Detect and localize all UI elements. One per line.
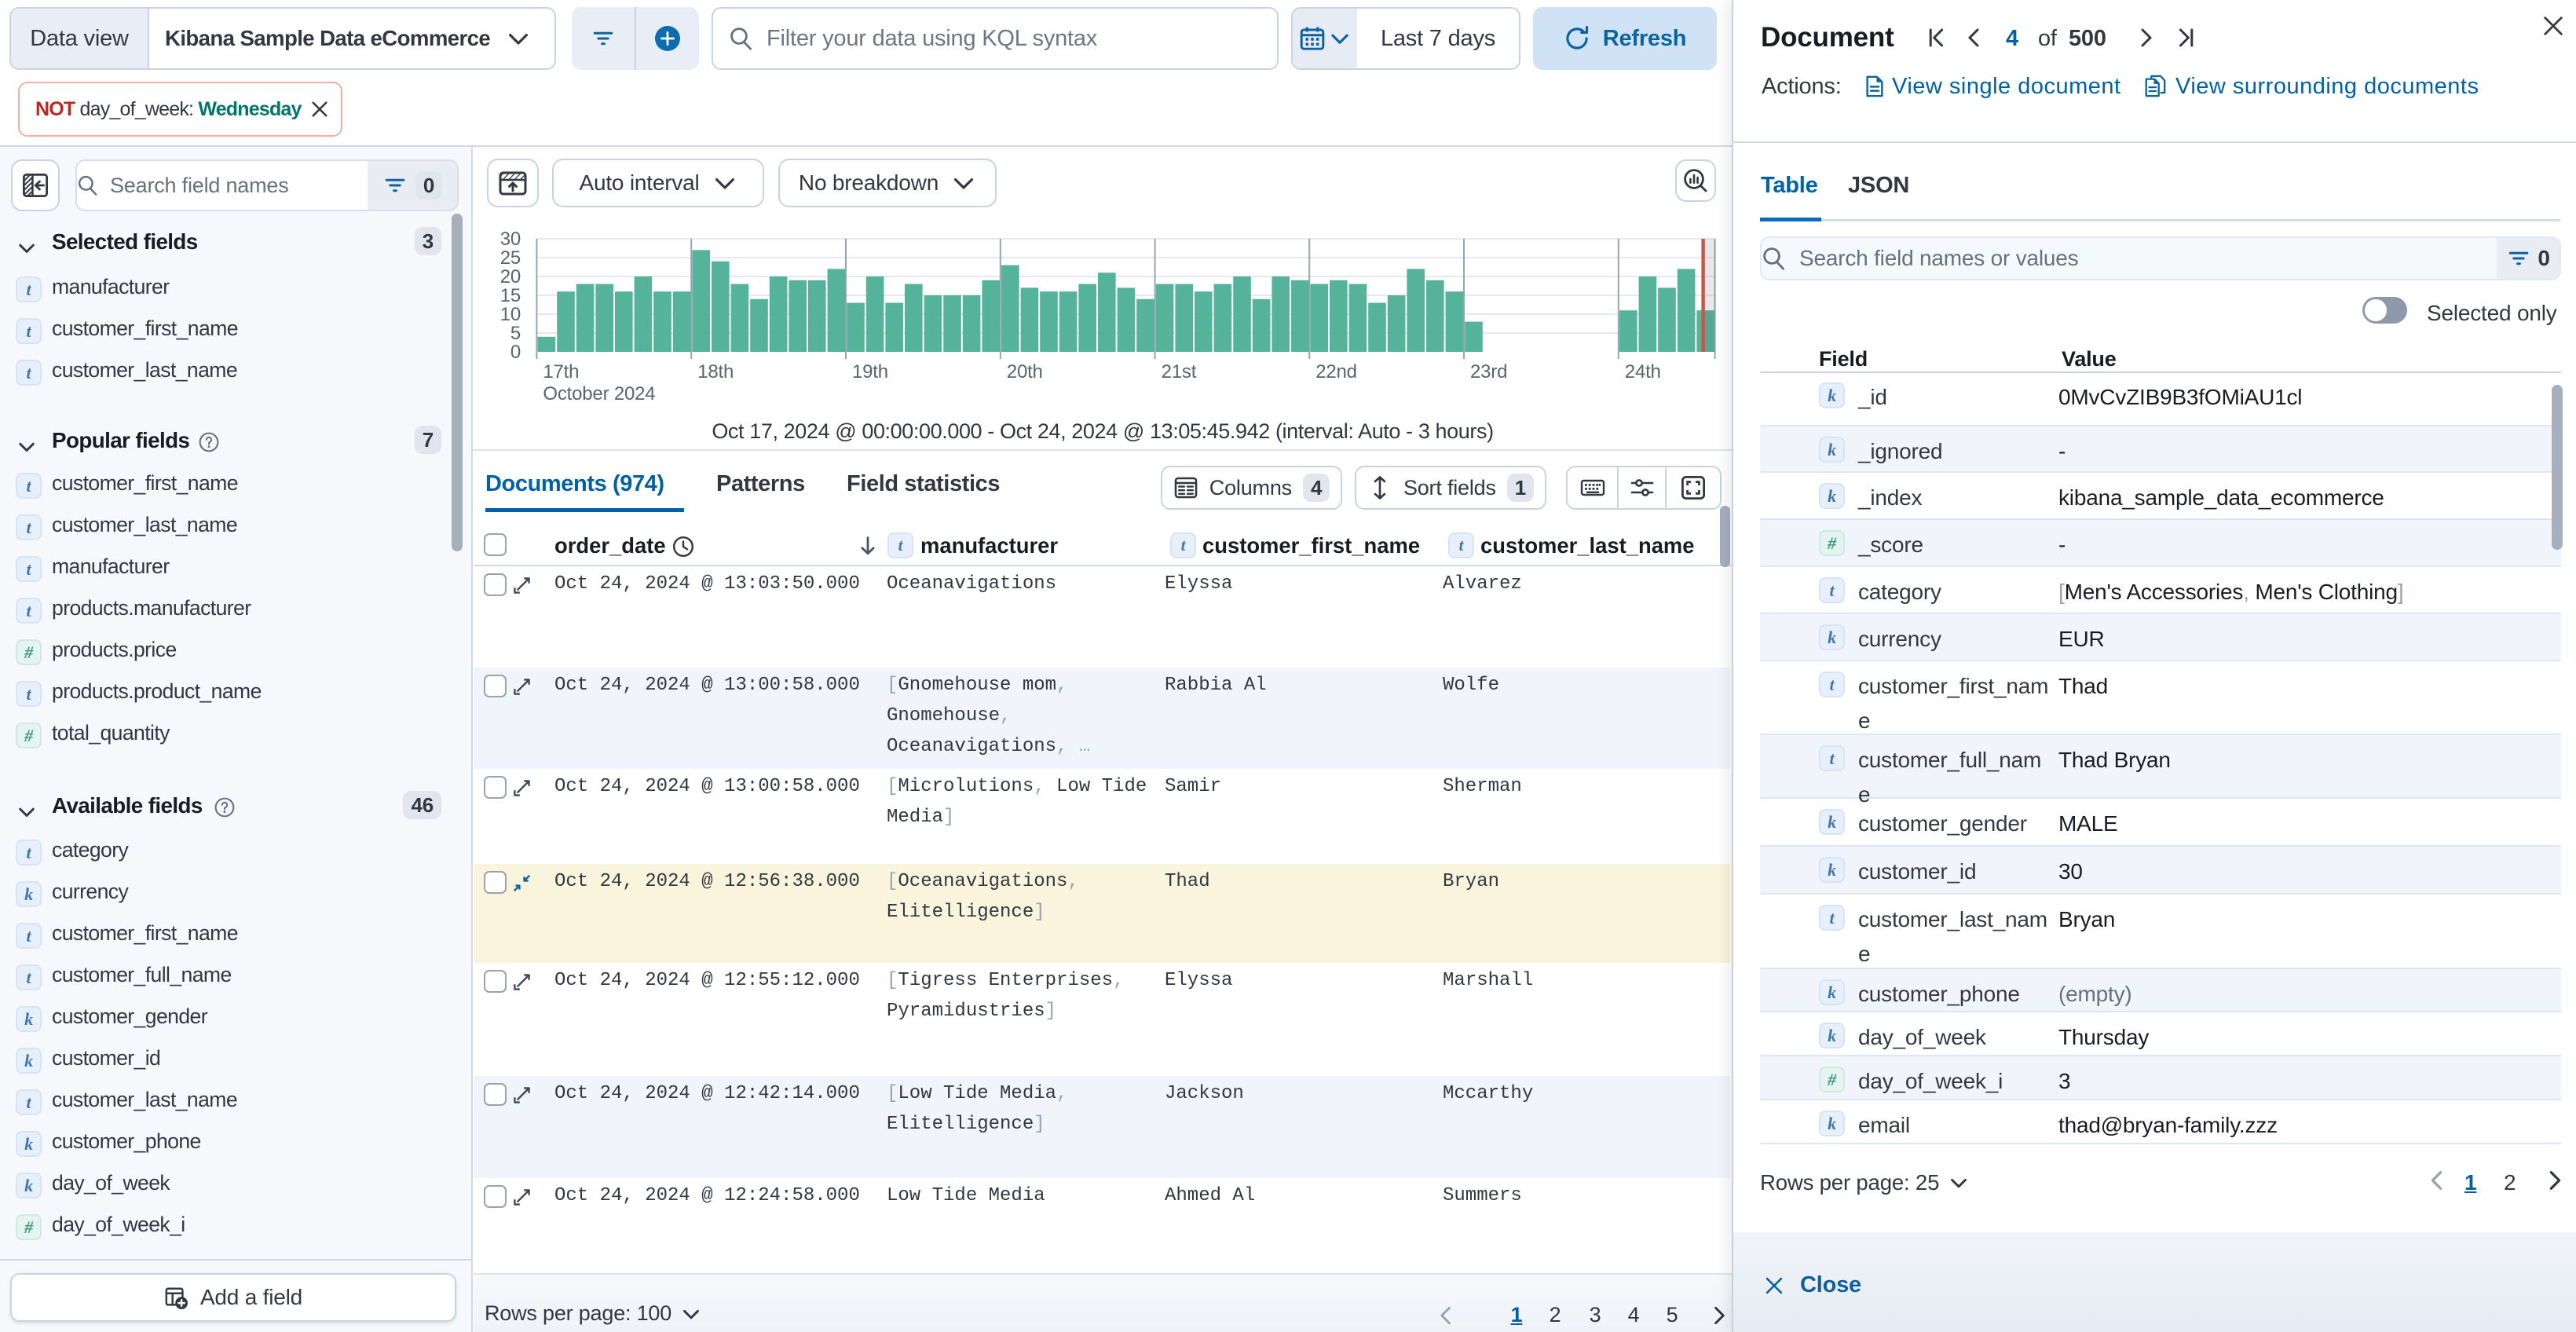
svg-text:24th: 24th — [1625, 361, 1661, 382]
svg-text:20: 20 — [500, 266, 521, 287]
svg-text:October 2024: October 2024 — [543, 383, 655, 404]
svg-text:30: 30 — [500, 229, 521, 250]
svg-text:20th: 20th — [1007, 361, 1043, 382]
svg-text:25: 25 — [500, 247, 521, 269]
svg-text:23rd: 23rd — [1470, 361, 1507, 382]
svg-text:15: 15 — [500, 285, 521, 306]
svg-text:18th: 18th — [697, 361, 734, 382]
svg-text:19th: 19th — [852, 361, 888, 382]
svg-text:0: 0 — [510, 342, 521, 363]
svg-text:5: 5 — [510, 323, 521, 344]
svg-text:21st: 21st — [1162, 361, 1197, 382]
svg-text:22nd: 22nd — [1315, 361, 1357, 382]
svg-text:10: 10 — [500, 304, 521, 325]
svg-text:17th: 17th — [543, 361, 579, 382]
